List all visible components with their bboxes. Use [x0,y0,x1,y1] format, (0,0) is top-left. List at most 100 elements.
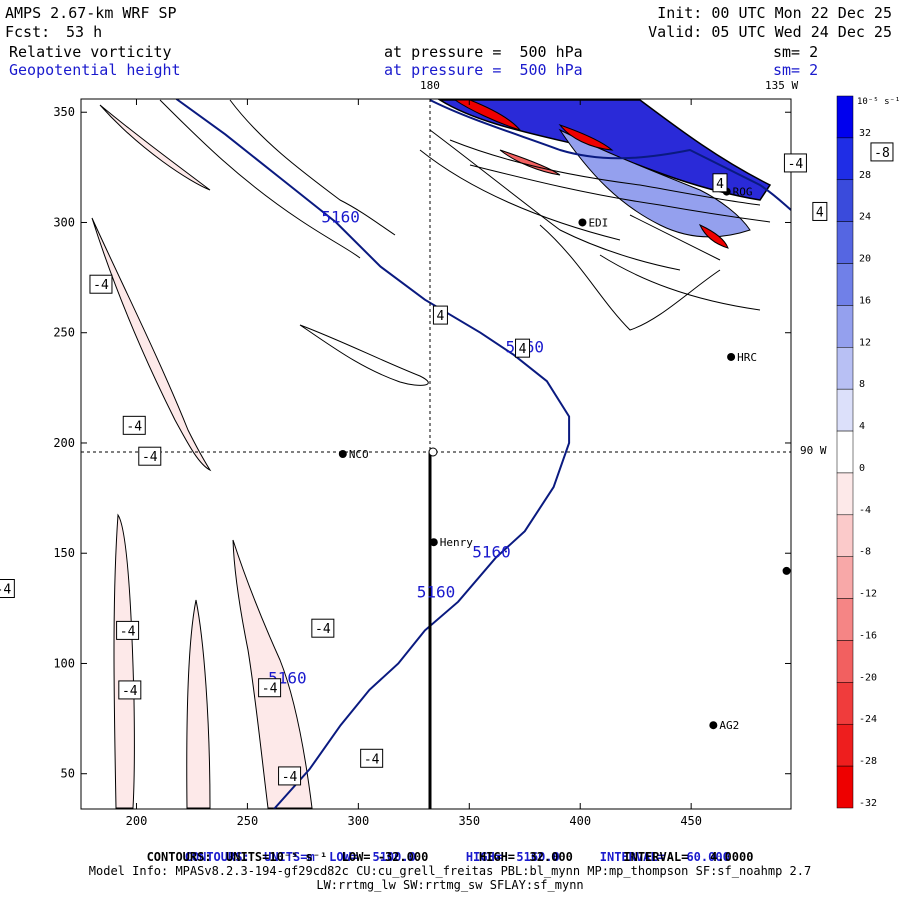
colorbar-label: 32 [859,128,871,139]
geopotential-height-contour [175,99,571,809]
colorbar-label: 24 [859,212,871,223]
x-tick-label: 350 [458,814,480,828]
vorticity-label: -4 [0,583,11,598]
valid-time: Valid: 05 UTC Wed 24 Dec 25 [648,23,892,41]
colorbar-label: -20 [859,672,877,683]
vorticity-label-box [515,338,531,358]
vorticity-label-box [360,748,384,768]
station-marker [709,721,718,730]
vorticity-cluster-red [453,99,522,132]
height-contour-label: 5160 [321,207,360,226]
geopotential-height-contour-upper [429,99,791,211]
vorticity-label-box [432,305,448,325]
footer-vorticity-contours: CONTOURS: UNITS=10⁻⁵ s⁻¹ LOW= -32.000 HI… [146,850,754,864]
field2-smoothing: sm= 2 [773,61,819,79]
pos-vort-contour [539,224,721,331]
colorbar-label: 20 [859,254,871,265]
colorbar-swatch [836,221,854,264]
field1-name: Relative vorticity [9,43,172,61]
neg-vort-band [186,599,211,809]
station-label: HRC [737,351,757,364]
colorbar-swatch [836,263,854,306]
vorticity-label: -4 [788,157,804,172]
station-marker [727,352,736,361]
height-contour-label: 5160 [472,543,511,562]
footer-height-interval: INTERVAL= 60.000 [599,850,730,864]
pos-vort-contour [159,99,361,259]
vorticity-label: 4 [716,177,724,192]
vorticity-cluster-blue [437,99,772,201]
neg-vort-band [113,513,135,809]
colorbar-swatch [836,723,854,767]
vorticity-label: -8 [874,146,890,161]
init-time: Init: 00 UTC Mon 22 Dec 25 [657,4,892,22]
vorticity-label: -4 [120,624,136,639]
field1-smoothing: sm= 2 [773,43,819,61]
vorticity-label-box [118,680,142,700]
vorticity-label-box [116,620,140,640]
colorbar-label: -28 [859,756,877,767]
colorbar-label: 28 [859,170,871,181]
vorticity-label: -4 [142,450,158,465]
vorticity-label: 4 [816,205,824,220]
colorbar-swatch [836,472,854,516]
colorbar-label: -16 [859,630,877,641]
y-tick-label: 350 [53,105,75,119]
vorticity-label-box [122,415,146,435]
model-title: AMPS 2.67-km WRF SP [5,4,177,22]
vorticity-cluster-red [558,123,614,151]
x-tick-label: 200 [126,814,148,828]
colorbar-swatch [836,765,854,809]
colorbar-label: 4 [859,421,865,432]
station-marker [578,218,587,227]
crosshair-center [428,447,438,457]
field1-level: at pressure = 500 hPa [384,43,583,61]
x-tick-label: 250 [237,814,259,828]
colorbar-label: 12 [859,337,871,348]
colorbar-swatch [836,305,854,348]
pos-vort-contour [419,149,621,241]
station-label: Henry [440,536,473,549]
footer-height-high: HIGH= 5160.0 [465,850,560,864]
vorticity-cluster-contour [449,139,761,206]
x-tick-label: 300 [348,814,370,828]
vorticity-label-box [783,153,807,173]
station-label: EDI [588,216,608,229]
pos-vort-contour [229,99,396,236]
footer-model-physics: LW:rrtmg_lw SW:rrtmg_sw SFLAY:sf_mynn [316,878,584,892]
vorticity-label-box [258,678,282,698]
vorticity-label: -4 [122,684,138,699]
footer-height-range: CONTOURS: UNITS=m LOW= 5100.0 [184,850,416,864]
y-tick-label: 150 [53,546,75,560]
plot-frame [80,98,792,810]
vorticity-label-box [138,446,162,466]
colorbar-label: -32 [859,798,877,809]
colorbar-label: 16 [859,295,871,306]
longitude-180: 180 [420,79,440,92]
station-marker [782,566,791,575]
y-tick-label: 50 [61,767,75,781]
station-label: AG2 [719,719,739,732]
vorticity-label: -4 [93,278,109,293]
vorticity-cluster-contour [629,214,721,261]
longitude-135w: 135 W [765,79,799,92]
vorticity-label-box [89,274,113,294]
colorbar-swatch [836,347,854,390]
vorticity-label-box [812,201,828,221]
vorticity-cluster-red [499,149,561,176]
colorbar-label: 8 [859,379,865,390]
y-tick-label: 200 [53,436,75,450]
vorticity-label-box [712,173,728,193]
vorticity-label: -4 [315,622,331,637]
vorticity-label: -4 [364,752,380,767]
field2-name: Geopotential height [9,61,181,79]
colorbar-swatch [836,388,854,432]
vorticity-cluster-light [558,128,751,238]
footer-height-contours: CONTOURS: UNITS=m LOW= 5100.0 HIGH= 5160.… [0,838,900,864]
x-tick-label: 400 [569,814,591,828]
vorticity-label: 4 [437,309,445,324]
station-label: NCO [349,448,369,461]
colorbar-swatch [836,598,854,641]
colorbar-label: -4 [859,505,871,516]
